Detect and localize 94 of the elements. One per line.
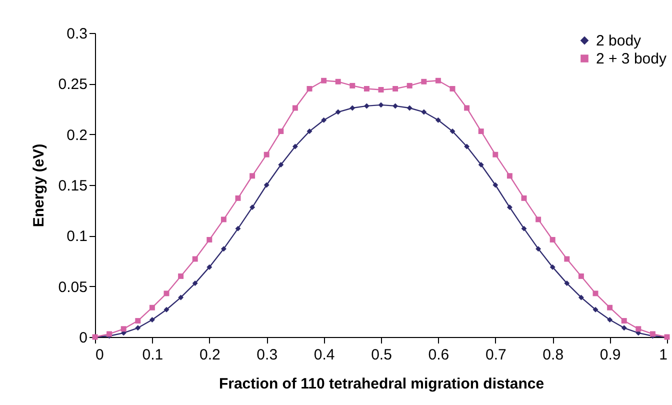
point: [164, 290, 170, 296]
point: [592, 306, 598, 312]
x-tick-label: 0.9: [600, 346, 621, 364]
point: [250, 204, 256, 210]
point: [292, 105, 298, 111]
point: [406, 82, 412, 88]
point: [220, 246, 226, 252]
point: [450, 86, 456, 92]
point: [335, 78, 341, 84]
point: [220, 216, 226, 222]
point: [621, 318, 627, 324]
y-tick-label: 0.25: [58, 76, 88, 94]
point: [378, 102, 384, 108]
point: [378, 87, 384, 92]
point: [421, 109, 427, 115]
point: [492, 182, 498, 188]
x-tick-label: 0.1: [142, 346, 164, 364]
point: [464, 144, 470, 150]
point: [621, 325, 627, 331]
point: [292, 144, 298, 150]
legend-label: 2 body: [596, 32, 642, 50]
y-axis-title: Energy (eV): [30, 144, 48, 228]
point: [206, 236, 212, 242]
point: [364, 103, 370, 109]
point: [306, 86, 312, 92]
point: [392, 103, 398, 109]
x-axis-title: Fraction of 110 tetrahedral migration distance: [218, 376, 544, 392]
x-tick-label: 1: [659, 346, 668, 364]
point: [521, 195, 527, 201]
point: [435, 117, 441, 123]
point: [478, 128, 484, 134]
point: [250, 173, 256, 179]
point: [564, 256, 570, 262]
x-tick-label: 0.6: [428, 346, 450, 364]
point: [607, 304, 613, 310]
point: [350, 105, 356, 111]
y-tick-label: 0.05: [58, 278, 88, 296]
point: [536, 216, 542, 222]
point: [149, 317, 155, 323]
point: [135, 318, 141, 324]
y-tick-label: 0.2: [66, 126, 88, 144]
point: [149, 304, 155, 310]
point: [506, 173, 512, 179]
point: [178, 273, 184, 279]
y-tick-label: 0.3: [66, 26, 88, 42]
point: [636, 326, 642, 332]
x-tick-label: 0.5: [371, 346, 392, 364]
point: [335, 109, 341, 115]
point: [464, 105, 470, 111]
point: [264, 182, 270, 188]
point: [450, 128, 456, 134]
point: [178, 294, 184, 300]
x-tick-label: 0.2: [199, 346, 220, 364]
point: [550, 264, 556, 270]
y-tick-label: 0: [79, 330, 88, 346]
point: [235, 195, 241, 201]
x-tick-label: 0.7: [485, 346, 506, 364]
point: [278, 162, 284, 168]
point: [192, 280, 198, 286]
point: [578, 273, 584, 279]
y-tick-label: 0.1: [66, 228, 88, 246]
point: [278, 128, 284, 134]
point: [521, 226, 527, 232]
point: [421, 78, 427, 84]
point: [536, 246, 542, 252]
x-tick-label: 0.3: [256, 346, 278, 364]
y-tick-label: 0.15: [58, 178, 88, 194]
point: [321, 117, 327, 123]
point: [592, 290, 598, 296]
x-tick-label: 0: [96, 346, 104, 364]
point: [550, 236, 556, 242]
point: [306, 128, 312, 134]
point: [135, 325, 141, 331]
point: [206, 264, 212, 270]
x-tick-label: 0.8: [542, 346, 564, 364]
point: [406, 105, 412, 111]
point: [564, 280, 570, 286]
legend-label: 2 + 3 body: [596, 50, 667, 68]
point: [120, 326, 126, 332]
point: [578, 294, 584, 300]
x-tick-label: 0.4: [314, 346, 335, 364]
point: [350, 82, 356, 88]
point: [478, 162, 484, 168]
point: [506, 204, 512, 210]
point: [364, 86, 370, 92]
point: [192, 256, 198, 262]
point: [264, 152, 270, 158]
point: [607, 317, 613, 323]
point: [392, 86, 398, 92]
point: [492, 152, 498, 158]
point: [164, 306, 170, 312]
point: [435, 78, 441, 84]
point: [321, 78, 327, 84]
point: [235, 226, 241, 232]
